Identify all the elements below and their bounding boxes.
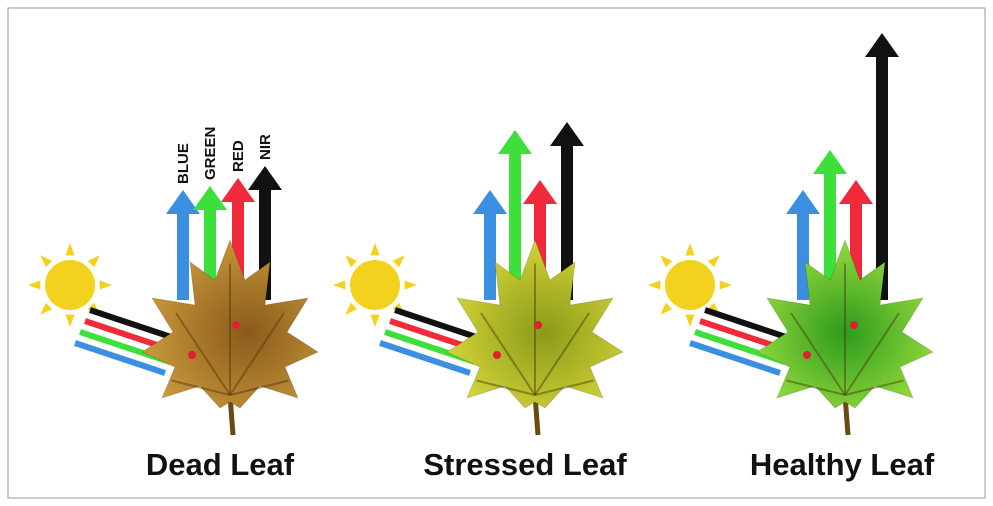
sun-ray <box>393 255 405 267</box>
arrow-head <box>193 186 227 210</box>
band-label: GREEN <box>202 127 219 180</box>
arrow-head <box>473 190 507 214</box>
sun-ray <box>708 255 720 267</box>
reflected-arrow <box>876 53 888 300</box>
arrow-head <box>248 166 282 190</box>
sun-ray <box>371 315 380 327</box>
sun <box>665 260 715 310</box>
sun-ray <box>686 243 695 255</box>
reflected-arrow <box>177 210 189 300</box>
panel: Stressed Leaf <box>333 122 627 482</box>
panel: Dead Leaf <box>28 166 318 482</box>
diagram: Dead Leaf Stressed Leaf Healthy Leaf BLUE GR… <box>0 0 993 506</box>
panel-label: Dead Leaf <box>146 447 295 482</box>
absorbed-drop <box>493 351 501 359</box>
sun-ray <box>686 315 695 327</box>
panel-label: Stressed Leaf <box>423 447 627 482</box>
band-label: NIR <box>257 134 274 160</box>
arrow-head <box>523 180 557 204</box>
arrow-head <box>498 130 532 154</box>
sun-ray <box>66 243 75 255</box>
absorbed-drop <box>232 321 240 329</box>
sun-ray <box>720 281 732 290</box>
sun-ray <box>660 255 672 267</box>
arrow-head <box>839 180 873 204</box>
reflected-arrow <box>484 210 496 300</box>
arrow-head <box>786 190 820 214</box>
absorbed-drop <box>188 351 196 359</box>
arrow-head <box>550 122 584 146</box>
arrow-head <box>865 33 899 57</box>
band-label: BLUE <box>175 143 192 184</box>
panel: Healthy Leaf <box>648 33 935 482</box>
sun-ray <box>660 303 672 315</box>
sun-ray <box>345 255 357 267</box>
sun-ray <box>345 303 357 315</box>
sun-ray <box>648 281 660 290</box>
band-label: RED <box>230 140 247 172</box>
arrow-head <box>166 190 200 214</box>
sun-ray <box>88 255 100 267</box>
sun-ray <box>405 281 417 290</box>
sun-ray <box>333 281 345 290</box>
sun <box>45 260 95 310</box>
sun-ray <box>40 255 52 267</box>
sun-ray <box>371 243 380 255</box>
absorbed-drop <box>534 321 542 329</box>
sun-ray <box>66 315 75 327</box>
absorbed-drop <box>850 321 858 329</box>
absorbed-drop <box>803 351 811 359</box>
sun-ray <box>28 281 40 290</box>
arrow-head <box>813 150 847 174</box>
panel-label: Healthy Leaf <box>750 447 935 482</box>
sun <box>350 260 400 310</box>
reflected-arrow <box>797 210 809 300</box>
sun-ray <box>40 303 52 315</box>
frame <box>8 8 985 498</box>
sun-ray <box>100 281 112 290</box>
